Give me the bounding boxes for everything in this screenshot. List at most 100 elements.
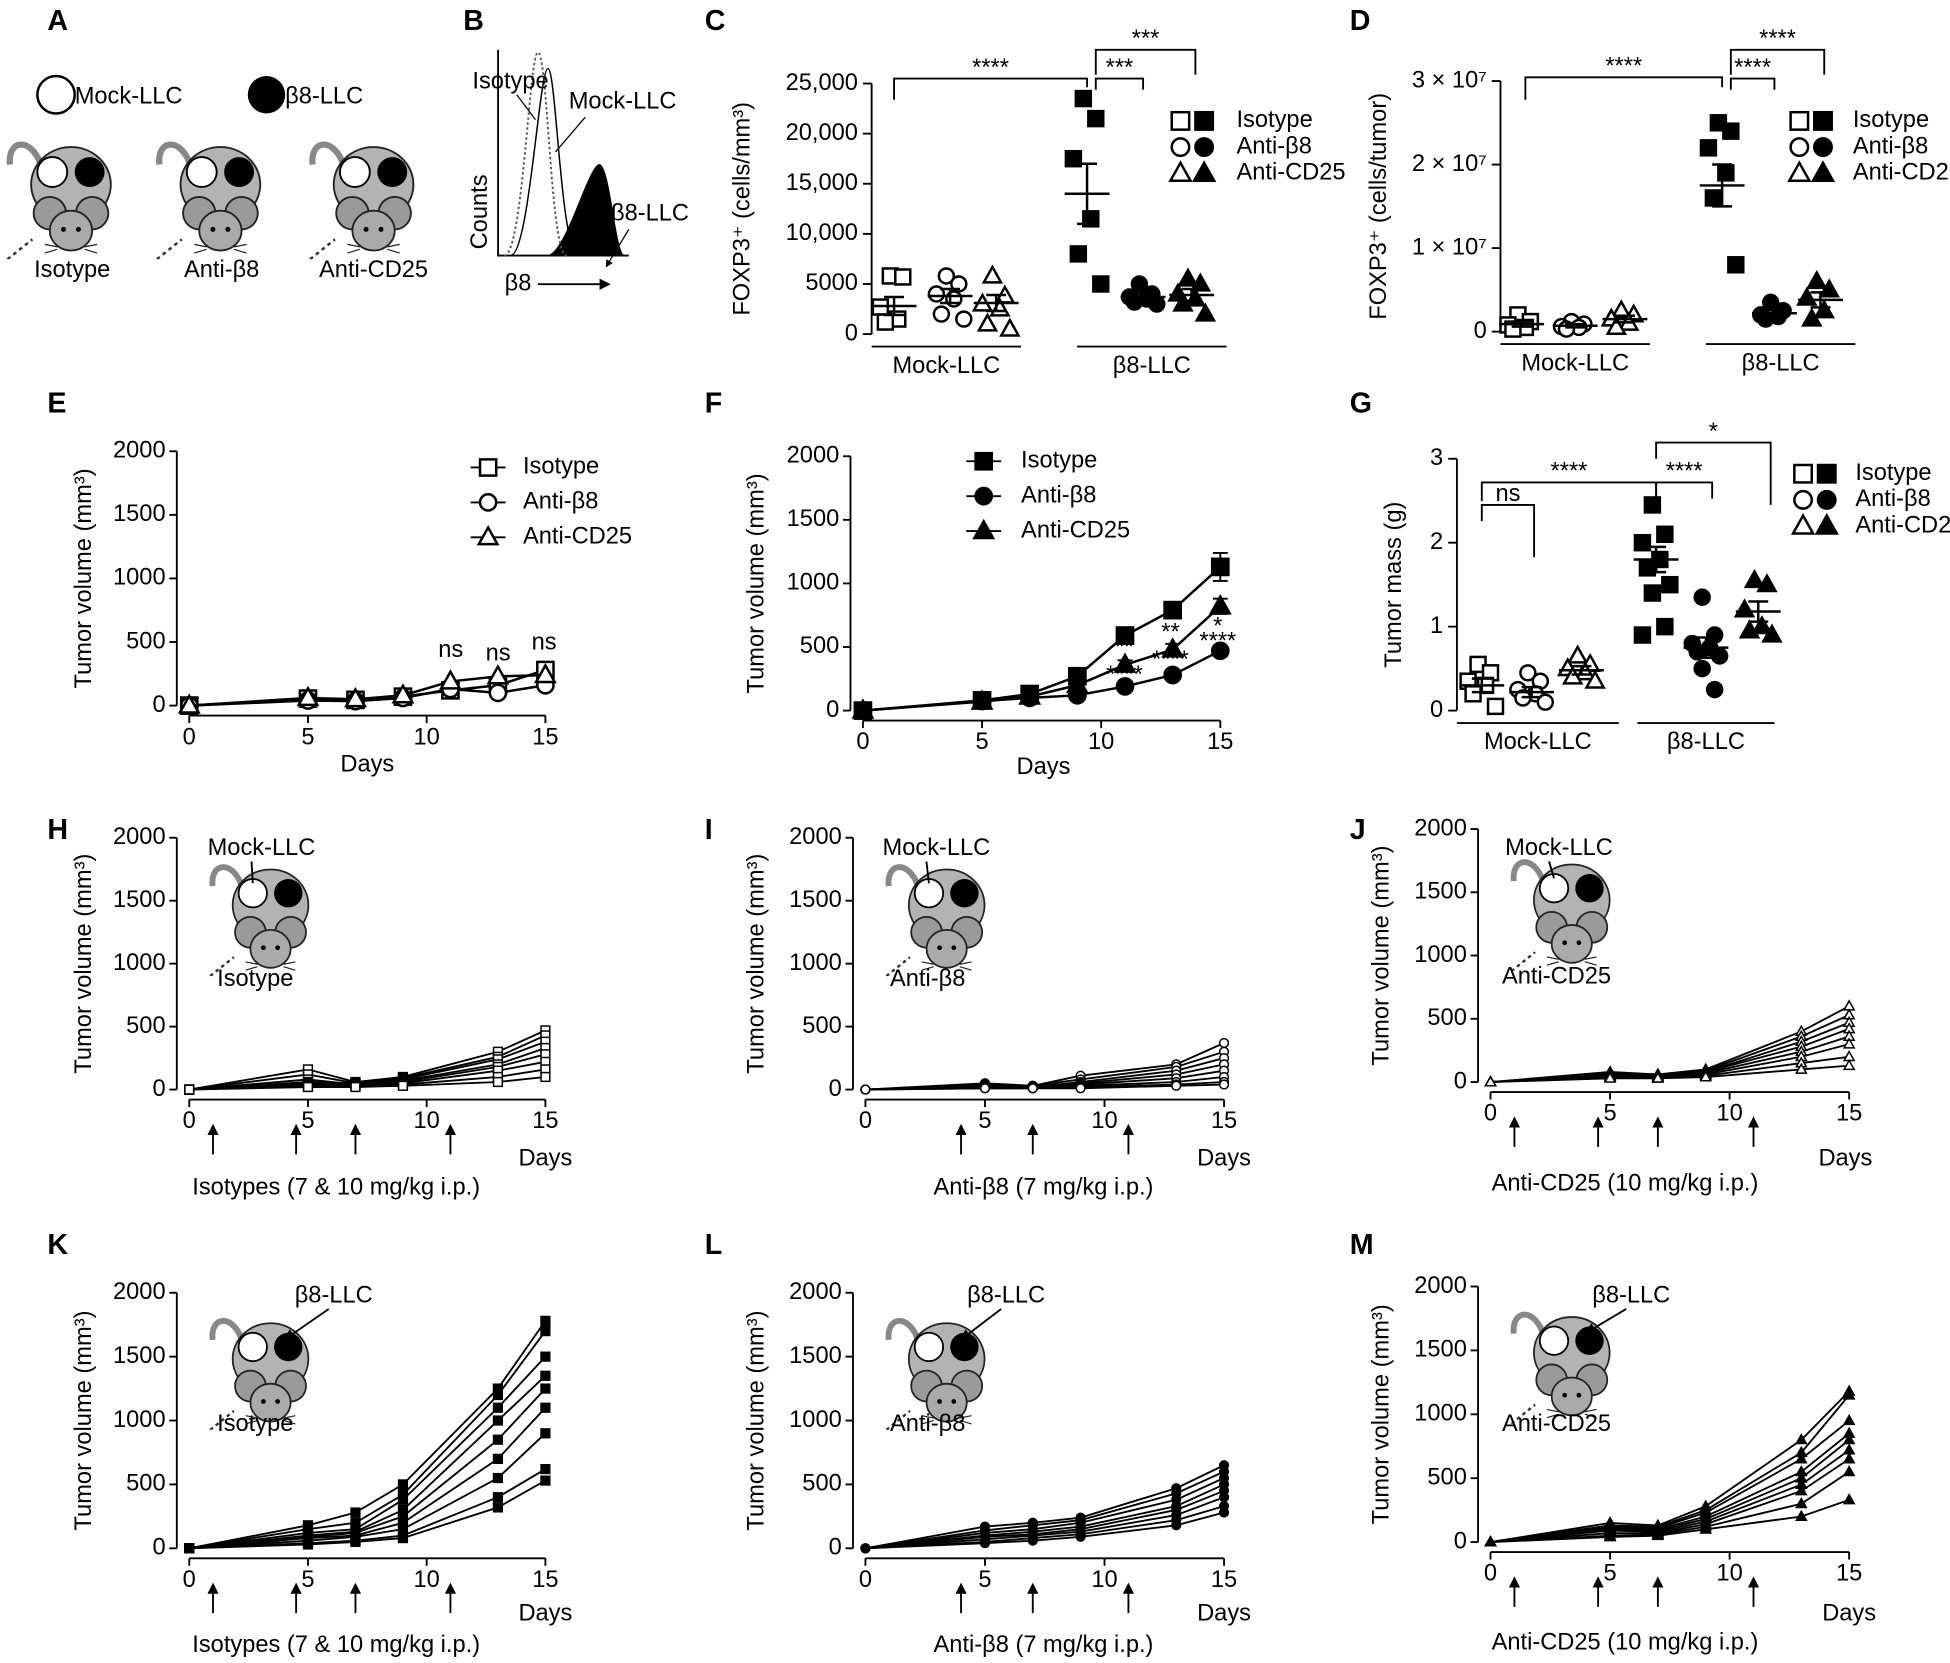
series-line <box>865 1477 1225 1550</box>
x-tick-label: 5 <box>301 1567 314 1593</box>
y-tick-label: 1 × 10⁷ <box>1412 234 1487 260</box>
legend-label: Isotype <box>523 454 599 480</box>
group-label: Anti-β8 <box>184 257 259 283</box>
legend-label: Isotype <box>1853 107 1929 133</box>
data-point <box>540 1383 551 1394</box>
data-point <box>1806 269 1828 290</box>
axis-label: Days <box>1017 754 1071 780</box>
data-point <box>1633 626 1652 644</box>
data-point <box>1705 680 1724 699</box>
panel-letter: E <box>47 388 66 420</box>
data-point <box>540 1402 551 1413</box>
group-label: Mock-LLC <box>1521 350 1629 376</box>
x-tick-label: 15 <box>532 1567 558 1593</box>
y-tick-label: 500 <box>800 633 839 659</box>
legend-label: Anti-β8 <box>1021 482 1096 508</box>
y-tick-label: 1500 <box>113 1343 166 1369</box>
legend-swatch <box>36 74 76 115</box>
data-point <box>860 1543 871 1554</box>
legend-swatch <box>476 525 500 546</box>
axis-label: β8 <box>505 270 532 296</box>
callout-line <box>1548 861 1555 879</box>
y-tick-label: 0 <box>1454 1528 1467 1554</box>
y-tick-label: 1500 <box>113 887 166 913</box>
error-bar <box>1646 545 1667 574</box>
data-point <box>1064 149 1083 168</box>
data-point <box>492 1076 504 1088</box>
data-point <box>1189 272 1212 292</box>
mouse-illustration <box>210 867 308 976</box>
annotation: ns <box>438 637 463 663</box>
axis-label: Tumor mass (g) <box>1381 502 1407 668</box>
series-line <box>1490 1419 1850 1544</box>
data-point <box>1643 496 1662 514</box>
series-line <box>1490 1064 1850 1084</box>
data-point <box>1751 615 1773 635</box>
annotation: ns <box>486 641 511 667</box>
x-tick-label: 5 <box>978 1108 991 1134</box>
data-point <box>999 317 1021 337</box>
data-point <box>184 1543 195 1554</box>
annotation: ns <box>532 630 557 656</box>
data-point <box>1218 1507 1230 1518</box>
inset-label: β8-LLC <box>1592 1283 1670 1309</box>
y-tick-label: 5000 <box>805 270 858 296</box>
data-point <box>1177 267 1199 287</box>
significance-label: **** <box>1666 459 1703 485</box>
data-point <box>1795 1433 1808 1445</box>
y-tick-label: 500 <box>802 1471 841 1497</box>
y-tick-label: 0 <box>826 697 839 723</box>
x-tick-label: 0 <box>183 1108 196 1134</box>
y-tick-label: 1000 <box>789 1407 842 1433</box>
error-bar <box>1565 322 1586 329</box>
annotation: **** <box>1199 628 1236 654</box>
legend-label: Anti-β8 <box>523 489 598 515</box>
x-tick-label: 15 <box>1207 729 1233 755</box>
x-tick-label: 15 <box>532 724 558 750</box>
data-point <box>1115 626 1135 645</box>
series-line <box>189 1387 547 1550</box>
data-point <box>1743 568 1766 589</box>
data-point <box>1801 307 1823 327</box>
data-point <box>1693 588 1711 606</box>
legend-swatch <box>1813 137 1833 158</box>
data-point <box>391 683 415 704</box>
panel-letter: G <box>1350 388 1372 420</box>
series-line <box>865 1083 1225 1091</box>
error-bar <box>940 287 961 305</box>
axis-label: Tumor volume (mm³) <box>743 1311 769 1531</box>
data-point <box>1699 1070 1712 1082</box>
y-tick-label: 2000 <box>789 824 842 850</box>
legend-label: Anti-β8 <box>1236 133 1311 159</box>
inset-label: β8-LLC <box>295 1283 373 1309</box>
group-label: Anti-CD25 <box>319 257 428 283</box>
y-tick-label: 2000 <box>787 443 840 469</box>
data-point <box>492 1502 504 1513</box>
data-point <box>1651 1528 1665 1541</box>
series-line <box>1490 1394 1850 1544</box>
panel-letter: K <box>47 1229 68 1261</box>
legend-swatch <box>478 493 498 512</box>
significance-bracket <box>1655 481 1714 499</box>
data-point <box>1194 302 1217 322</box>
y-tick-label: 0 <box>152 1535 165 1561</box>
error-bar <box>1511 320 1532 328</box>
y-tick-label: 0 <box>1430 697 1443 723</box>
legend-swatch <box>1170 137 1191 158</box>
series-line <box>865 1464 1225 1550</box>
legend-swatch <box>478 458 498 477</box>
axis-label: Days <box>518 1146 572 1172</box>
y-tick-label: 1000 <box>113 950 166 976</box>
error-bar <box>1077 162 1098 226</box>
significance-bracket <box>1655 441 1772 505</box>
data-point <box>492 1492 504 1503</box>
data-point <box>955 310 973 328</box>
data-point <box>1027 1083 1038 1094</box>
legend-swatch <box>1810 160 1836 182</box>
x-tick-label: 10 <box>1091 1567 1117 1593</box>
data-point <box>1738 619 1761 639</box>
annotation: ** <box>1161 620 1179 646</box>
data-point <box>1727 256 1745 274</box>
callout-line <box>925 861 930 884</box>
data-point <box>1584 669 1606 689</box>
